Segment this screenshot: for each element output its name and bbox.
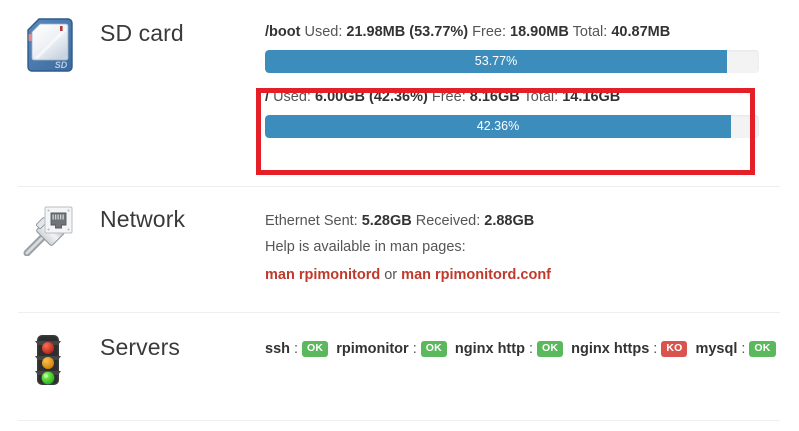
service-name-nginx-https: nginx https [571,341,650,357]
disk-used-label-root: Used: [273,89,311,105]
service-status-badge-rpimonitor: OK [420,341,447,357]
disk-total-value-root: 14.16GB [562,89,621,105]
disk-total-label-boot: Total: [572,24,608,40]
network-body: Ethernet Sent: 5.28GB Received: 2.88GB H… [265,194,799,288]
service-name-mysql: mysql [695,341,738,357]
network-traffic-line: Ethernet Sent: 5.28GB Received: 2.88GB [265,208,759,234]
service-separator-nginx-https: : [653,341,658,357]
network-man-pages-line: man rpimonitord or man rpimonitord.conf [265,262,759,288]
section-title-sd-card: SD card [100,20,184,46]
servers-body: ssh: OK rpimonitor: OK nginx http: OK nginx ht… [265,322,799,360]
service-status-badge-nginx-http: OK [536,341,564,357]
ethernet-port-icon [23,204,77,256]
section-divider-1 [18,186,780,187]
disk-free-label-root: Free: [431,89,466,105]
service-separator-ssh: : [294,341,299,357]
sd-card-body: /boot Used: 21.98MB (53.77%) Free: 18.90… [265,8,799,142]
disk-used-label-boot: Used: [304,24,343,40]
section-network: Network Ethernet Sent: 5.28GB Received: … [0,194,799,304]
sd-card-icon: SD [27,18,73,72]
disk-used-value-root: 6.00GB [314,89,365,105]
disk-progress-boot: 53.77% [265,50,759,73]
service-status-badge-ssh: OK [302,341,329,357]
man-conjunction: or [384,267,398,283]
network-interface-label: Ethernet Sent: [265,213,358,229]
man-rpimonitord-link[interactable]: man rpimonitord [265,267,381,283]
service-name-ssh: ssh [265,341,290,357]
network-received-label: Received: [415,213,481,229]
section-divider-2 [18,312,780,313]
disk-line-boot: /boot Used: 21.98MB (53.77%) Free: 18.90… [265,22,759,42]
disk-line-root: / Used: 6.00GB (42.36%) Free: 8.16GB Tot… [265,87,759,107]
network-help-text: Help is available in man pages: [265,239,466,255]
disk-free-label-boot: Free: [472,24,506,40]
network-sent-value: 5.28GB [361,213,412,229]
disk-progress-label-boot: 53.77% [474,54,518,69]
network-received-value: 2.88GB [484,213,535,229]
service-status-badge-nginx-https: KO [661,341,688,357]
section-servers: Servers ssh: OK rpimonitor: OK nginx http: OK… [0,322,799,412]
disk-row-root: / Used: 6.00GB (42.36%) Free: 8.16GB Tot… [265,87,759,138]
disk-progress-label-root: 42.36% [476,119,520,134]
section-divider-3 [18,420,780,421]
service-name-rpimonitor: rpimonitor [336,341,409,357]
man-rpimonitord-conf-link[interactable]: man rpimonitord.conf [401,267,552,283]
section-title-network: Network [100,206,186,232]
disk-progress-fill-boot: 53.77% [265,50,727,73]
service-separator-nginx-http: : [528,341,533,357]
section-sd-card: SD SD card /boot Used: 21.98MB (53.77%) … [0,8,799,178]
disk-row-boot: /boot Used: 21.98MB (53.77%) Free: 18.90… [265,22,759,73]
network-icon-cell [0,194,100,256]
disk-used-value-boot: 21.98MB [346,24,406,40]
disk-mount-root: / [265,89,270,105]
disk-progress-root: 42.36% [265,115,759,138]
service-separator-mysql: : [741,341,746,357]
disk-free-value-root: 8.16GB [469,89,520,105]
sd-card-icon-cell: SD [0,8,100,72]
section-title-servers: Servers [100,334,180,360]
disk-total-value-boot: 40.87MB [611,24,671,40]
disk-total-label-root: Total: [523,89,559,105]
service-name-nginx-http: nginx http [454,341,525,357]
service-separator-rpimonitor: : [412,341,417,357]
disk-percent-paren-root: (42.36%) [369,89,428,105]
servers-status-line: ssh: OK rpimonitor: OK nginx http: OK nginx ht… [265,336,776,360]
disk-mount-boot: /boot [265,24,301,40]
traffic-light-icon [30,332,70,388]
service-status-badge-mysql: OK [749,341,776,357]
servers-icon-cell [0,322,100,388]
disk-progress-fill-root: 42.36% [265,115,731,138]
disk-percent-paren-boot: (53.77%) [409,24,469,40]
disk-free-value-boot: 18.90MB [510,24,569,40]
svg-text:SD: SD [55,60,68,70]
